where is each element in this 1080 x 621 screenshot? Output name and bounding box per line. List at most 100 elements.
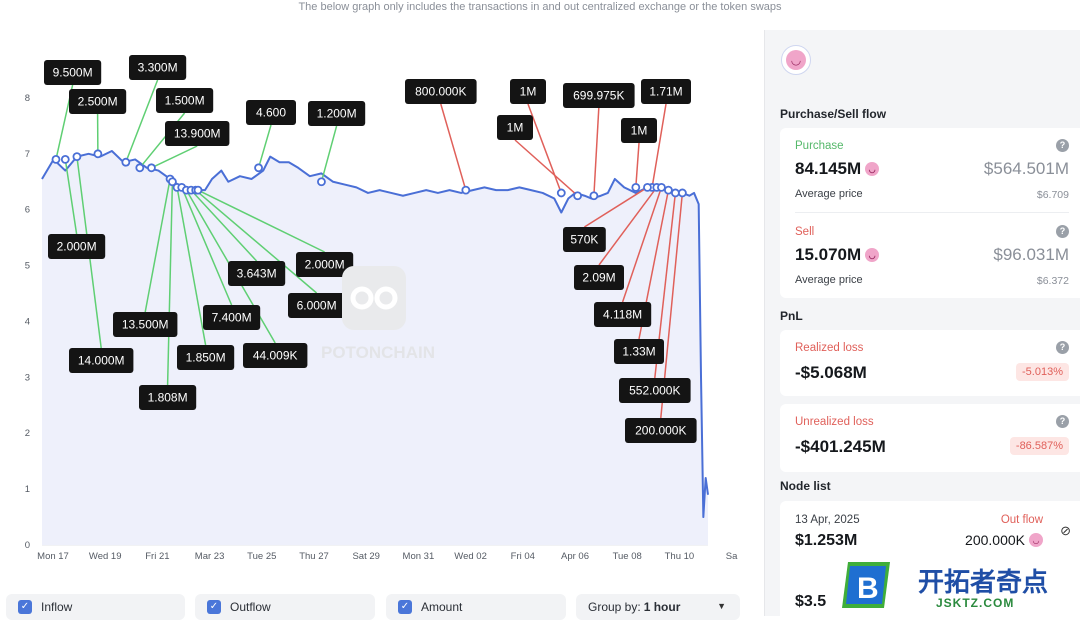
sell-label: Sell xyxy=(795,226,814,238)
transaction-point[interactable] xyxy=(672,189,679,196)
y-tick-label: 6 xyxy=(25,205,30,216)
purchase-amount: 84.145M ◡ xyxy=(795,159,879,179)
transaction-point[interactable] xyxy=(122,159,129,166)
token-logo[interactable]: ◡ xyxy=(781,45,811,75)
realized-pct-badge: -5.013% xyxy=(1016,363,1069,381)
groupby-value: 1 hour xyxy=(644,600,681,614)
y-tick-label: 4 xyxy=(25,316,30,327)
token-panel: ◡ Purchase/Sell flow Purchase ? 84.145M … xyxy=(764,30,1080,616)
purchase-amount-value: 84.145M xyxy=(795,159,861,179)
x-tick-label: Tue 08 xyxy=(613,551,642,562)
marker-label: 1.850M xyxy=(186,351,226,365)
y-tick-label: 8 xyxy=(25,93,30,104)
flow-card: Purchase ? 84.145M ◡ $564.501M Average p… xyxy=(780,128,1080,298)
y-tick-label: 7 xyxy=(25,149,30,160)
marker-label: 1M xyxy=(520,85,537,99)
marker-label: 1.33M xyxy=(622,345,655,359)
transaction-point[interactable] xyxy=(195,187,202,194)
sell-amount: 15.070M ◡ xyxy=(795,245,879,265)
sell-avg-label: Average price xyxy=(795,274,863,286)
marker-label: 1M xyxy=(631,124,648,138)
transaction-point[interactable] xyxy=(318,178,325,185)
marker-leader xyxy=(126,80,158,162)
marker-label: 699.975K xyxy=(573,89,624,103)
node-list-title: Node list xyxy=(780,479,831,493)
marker-label: 800.000K xyxy=(415,85,466,99)
check-icon: ✓ xyxy=(398,600,412,614)
transaction-point[interactable] xyxy=(644,184,651,191)
transaction-point[interactable] xyxy=(574,192,581,199)
marker-label: 1.808M xyxy=(148,391,188,405)
token-icon: ◡ xyxy=(786,50,806,70)
transaction-point[interactable] xyxy=(94,150,101,157)
amount-toggle[interactable]: ✓ Amount xyxy=(386,594,566,620)
groupby-select[interactable]: Group by: 1 hour ▼ xyxy=(576,594,740,620)
transaction-point[interactable] xyxy=(52,156,59,163)
transaction-point[interactable] xyxy=(136,164,143,171)
y-tick-label: 0 xyxy=(25,540,30,551)
help-icon[interactable]: ? xyxy=(1056,139,1069,152)
transaction-point[interactable] xyxy=(558,189,565,196)
pnl-title: PnL xyxy=(780,309,803,323)
outflow-toggle[interactable]: ✓ Outflow xyxy=(195,594,375,620)
marker-label: 200.000K xyxy=(635,424,686,438)
marker-label: 1.200M xyxy=(317,107,357,121)
y-tick-label: 3 xyxy=(25,372,30,383)
chevron-down-icon: ▼ xyxy=(717,601,726,611)
svg-text:B: B xyxy=(857,572,879,605)
transaction-point[interactable] xyxy=(590,192,597,199)
transaction-point[interactable] xyxy=(632,184,639,191)
token-icon: ◡ xyxy=(1029,533,1043,547)
help-icon[interactable]: ? xyxy=(1056,225,1069,238)
divider xyxy=(795,212,1069,213)
groupby-label: Group by: xyxy=(588,600,641,614)
x-tick-label: Mar 23 xyxy=(195,551,225,562)
inflow-toggle[interactable]: ✓ Inflow xyxy=(6,594,185,620)
unrealized-card: Unrealized loss ? -$401.245M -86.587% xyxy=(780,404,1080,472)
marker-leader xyxy=(528,104,561,193)
node-next-usd: $3.5 xyxy=(795,593,826,611)
x-tick-label: Sat 29 xyxy=(352,551,379,562)
transaction-point[interactable] xyxy=(665,187,672,194)
marker-label: 1.500M xyxy=(165,94,205,108)
eye-off-icon[interactable]: ⊘ xyxy=(1060,523,1071,539)
check-icon: ✓ xyxy=(18,600,32,614)
help-icon[interactable]: ? xyxy=(1056,415,1069,428)
chart-controls: ✓ Inflow ✓ Outflow ✓ Amount Group by: 1 … xyxy=(0,594,762,616)
inflow-label: Inflow xyxy=(41,600,72,614)
transaction-point[interactable] xyxy=(658,184,665,191)
check-icon: ✓ xyxy=(207,600,221,614)
marker-label: 1.71M xyxy=(649,85,682,99)
transaction-point[interactable] xyxy=(73,153,80,160)
transaction-point[interactable] xyxy=(62,156,69,163)
marker-label: 9.500M xyxy=(53,66,93,80)
token-icon: ◡ xyxy=(865,162,879,176)
marker-label: 13.900M xyxy=(174,127,221,141)
site-watermark: B 开拓者奇点 JSKTZ.COM xyxy=(838,556,1080,616)
y-tick-label: 5 xyxy=(25,261,30,272)
marker-leader xyxy=(652,104,666,187)
transaction-point[interactable] xyxy=(255,164,262,171)
x-tick-label: Mon 17 xyxy=(37,551,69,562)
x-tick-label: Mon 31 xyxy=(403,551,435,562)
marker-leader xyxy=(636,143,639,187)
transaction-point[interactable] xyxy=(148,164,155,171)
x-tick-label: Wed 19 xyxy=(89,551,122,562)
realized-card: Realized loss ? -$5.068M -5.013% xyxy=(780,330,1080,396)
transaction-point[interactable] xyxy=(462,187,469,194)
x-tick-label: Thu 27 xyxy=(299,551,329,562)
marker-label: 2.000M xyxy=(57,240,97,254)
node-date: 13 Apr, 2025 xyxy=(795,514,860,526)
transaction-point[interactable] xyxy=(679,189,686,196)
sell-avg-value: $6.372 xyxy=(1037,275,1069,287)
purchase-avg-value: $6.709 xyxy=(1037,189,1069,201)
marker-leader xyxy=(594,108,599,196)
help-icon[interactable]: ? xyxy=(1056,341,1069,354)
marker-label: 6.000M xyxy=(297,299,337,313)
marker-label: 44.009K xyxy=(253,349,298,363)
node-flow-label: Out flow xyxy=(1001,514,1043,526)
purchase-usd: $564.501M xyxy=(984,159,1069,179)
marker-leader xyxy=(151,146,197,168)
purchase-label: Purchase xyxy=(795,140,844,152)
sell-amount-value: 15.070M xyxy=(795,245,861,265)
